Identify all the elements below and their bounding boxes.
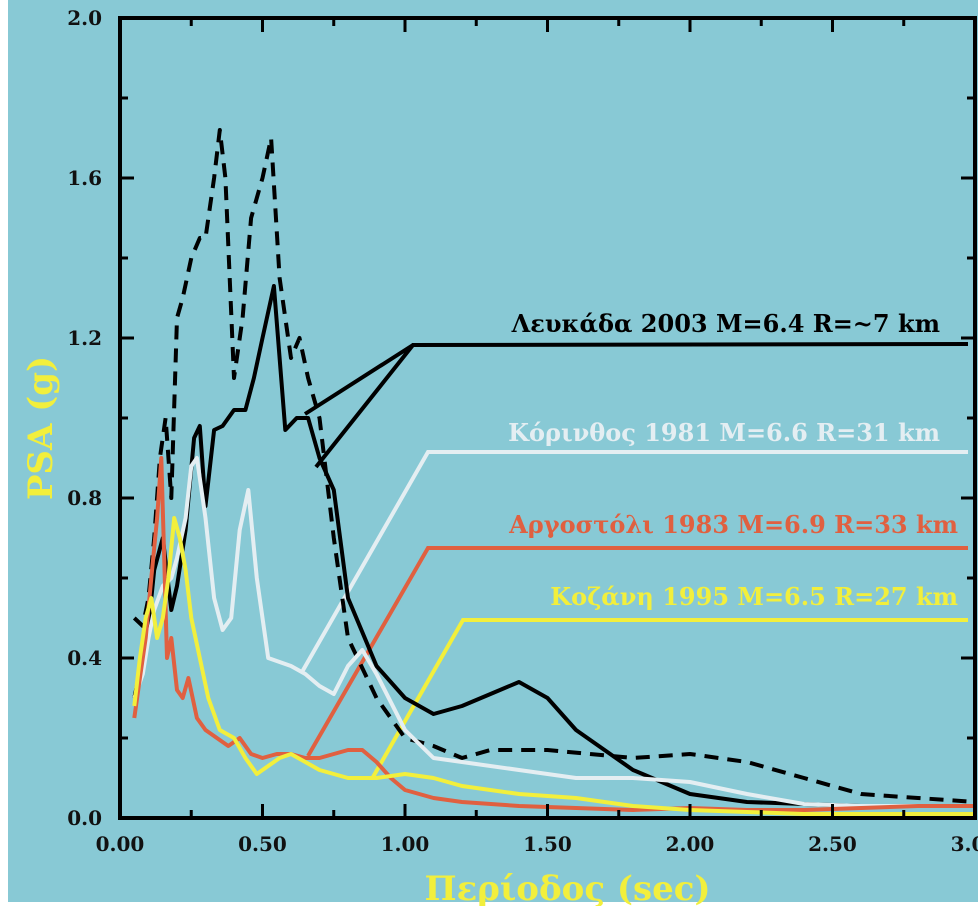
x-tick-label: 3.00 [951,832,978,856]
callout-lines [300,342,969,778]
x-tick-label: 0.00 [96,832,145,856]
y-tick-label: 0.4 [67,646,102,670]
callout-label-lefkada: Λευκάδα 2003 M=6.4 R=~7 km [511,309,940,338]
tick-marks [118,16,977,820]
x-tick-label: 0.50 [238,832,287,856]
callout-leader-lefkada [303,342,969,469]
x-axis-title: Περίοδος (sec) [424,869,710,906]
series-korinthos [132,456,975,808]
callout-leader-argostoli [306,546,968,757]
series-lefkada-dashed [132,128,976,804]
callout-leader-korinthos [300,450,968,673]
y-tick-labels: 0.0 0.4 0.8 1.2 1.6 2.0 [67,6,102,830]
x-tick-label: 1.50 [523,832,572,856]
y-tick-label: 1.2 [67,326,102,350]
series-kozani [132,516,975,816]
callout-label-argostoli: Αργοστόλι 1983 M=6.9 R=33 km [508,510,958,539]
x-tick-labels: 0.00 0.50 1.00 1.50 2.00 2.50 3.00 [96,832,978,856]
y-axis-title: PSA (g) [21,356,61,500]
x-tick-label: 1.00 [381,832,430,856]
y-tick-label: 0.0 [67,806,102,830]
x-tick-label: 2.00 [666,832,715,856]
y-tick-label: 1.6 [67,166,102,190]
y-tick-label: 2.0 [67,6,102,30]
callout-label-kozani: Κοζάνη 1995 M=6.5 R=27 km [550,582,958,611]
series-group [132,128,976,816]
y-tick-label: 0.8 [67,486,102,510]
callout-label-korinthos: Κόρινθος 1981 M=6.6 R=31 km [508,418,940,447]
x-tick-label: 2.50 [808,832,857,856]
series-lefkada [132,284,975,808]
